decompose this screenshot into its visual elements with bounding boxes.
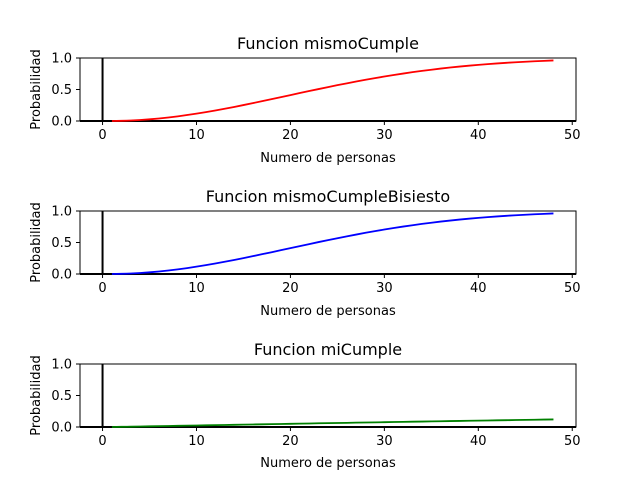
y-tick-label: 0.5: [51, 236, 72, 251]
x-tick-label: 10: [188, 434, 205, 449]
x-tick-label: 0: [98, 128, 106, 143]
x-tick-label: 50: [564, 434, 581, 449]
series-line: [111, 59, 554, 122]
series-line: [111, 418, 554, 428]
subplot-mismocumple: Funcion mismoCumple Numero de personas P…: [29, 34, 581, 166]
plot-area: 0 10 20 30 40 50 0.0 0.5 1.0: [51, 205, 580, 297]
x-axis-label: Numero de personas: [260, 304, 396, 319]
plot-area: 0 10 20 30 40 50 0.0 0.5 1.0: [51, 358, 580, 450]
x-axis-label: Numero de personas: [260, 456, 396, 471]
y-axis-label: Probabilidad: [29, 355, 44, 435]
x-tick-label: 30: [376, 434, 393, 449]
chart-title: Funcion miCumple: [254, 340, 402, 359]
x-tick-label: 40: [470, 281, 487, 296]
x-tick-label: 10: [188, 128, 205, 143]
chart-title: Funcion mismoCumple: [237, 34, 419, 53]
x-tick-label: 0: [98, 281, 106, 296]
subplot-micumple: Funcion miCumple Numero de personas Prob…: [29, 340, 581, 471]
x-tick-label: 50: [564, 128, 581, 143]
y-tick-label: 0.0: [51, 115, 72, 130]
x-tick-label: 30: [376, 128, 393, 143]
y-tick-label: 0.5: [51, 389, 72, 404]
x-tick-label: 40: [470, 434, 487, 449]
series-line: [111, 212, 554, 275]
y-tick-label: 1.0: [51, 52, 72, 67]
x-tick-label: 20: [282, 281, 299, 296]
x-tick-label: 20: [282, 434, 299, 449]
x-tick-label: 30: [376, 281, 393, 296]
x-tick-label: 0: [98, 434, 106, 449]
x-axis-label: Numero de personas: [260, 151, 396, 166]
x-tick-label: 20: [282, 128, 299, 143]
y-tick-label: 1.0: [51, 358, 72, 373]
x-tick-label: 50: [564, 281, 581, 296]
y-tick-label: 0.0: [51, 421, 72, 436]
y-tick-label: 0.5: [51, 83, 72, 98]
plot-area: 0 10 20 30 40 50 0.0 0.5 1.0: [51, 52, 580, 144]
subplot-mismocumplebisiesto: Funcion mismoCumpleBisiesto Numero de pe…: [29, 187, 581, 319]
y-axis-label: Probabilidad: [29, 202, 44, 282]
y-axis-label: Probabilidad: [29, 49, 44, 129]
chart-title: Funcion mismoCumpleBisiesto: [206, 187, 450, 206]
y-tick-label: 1.0: [51, 205, 72, 220]
x-tick-label: 40: [470, 128, 487, 143]
y-tick-label: 0.0: [51, 268, 72, 283]
x-tick-label: 10: [188, 281, 205, 296]
